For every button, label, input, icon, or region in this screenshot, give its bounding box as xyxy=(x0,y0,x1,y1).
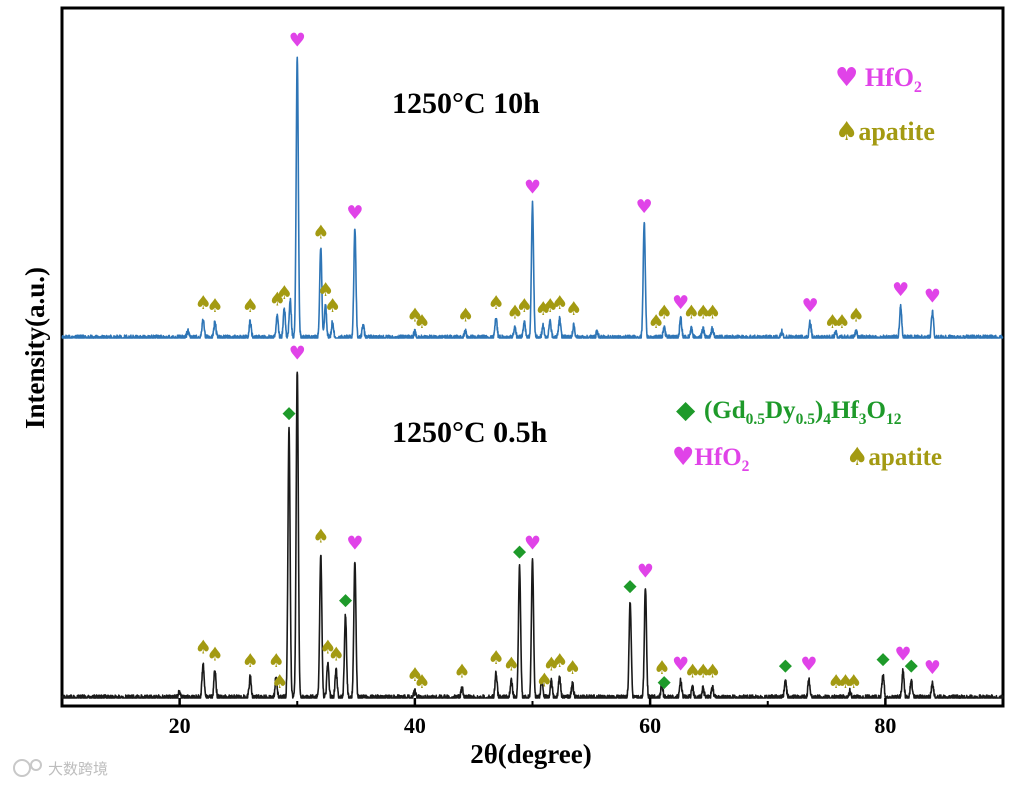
apatite-marker: ♠ xyxy=(312,526,329,548)
series-line-0-5h xyxy=(61,371,1004,699)
hfo2-marker: ♥ xyxy=(289,29,306,51)
garnet-marker: ◆ xyxy=(513,542,527,562)
hfo2-marker: ♥ xyxy=(637,560,654,582)
x-axis-title: 2θ(degree) xyxy=(470,739,592,769)
apatite-marker: ♠ xyxy=(535,298,552,320)
y-axis-title: Intensity(a.u.) xyxy=(20,267,50,429)
hfo2-marker: ♥ xyxy=(800,654,817,676)
hfo2-marker: ♥ xyxy=(672,292,689,314)
apatite-marker: ♠ xyxy=(551,650,568,672)
apatite-marker: ♠ xyxy=(565,298,582,320)
apatite-marker: ♠ xyxy=(413,671,430,693)
x-tick-label: 20 xyxy=(169,713,191,738)
x-tick-label: 60 xyxy=(639,713,661,738)
apatite-marker: ♠ xyxy=(695,301,712,323)
apatite-marker: ♠ xyxy=(506,301,523,323)
hfo2-marker: ♥ xyxy=(289,342,306,364)
apatite-marker: ♠ xyxy=(317,279,334,301)
apatite-marker: ♠ xyxy=(845,671,862,693)
apatite-marker: ♠ xyxy=(503,654,520,676)
apatite-marker: ♠ xyxy=(704,661,721,683)
apatite-marker: ♠ xyxy=(487,292,504,314)
hfo2-marker: ♥ xyxy=(524,177,541,199)
apatite-marker: ♠ xyxy=(406,305,423,327)
apatite-marker: ♠ xyxy=(457,305,474,327)
hfo2-marker: ♥ xyxy=(636,196,653,218)
apatite-marker: ♠ xyxy=(328,643,345,665)
apatite-marker: ♠ xyxy=(847,305,864,327)
apatite-marker: ♠ xyxy=(406,664,423,686)
apatite-marker: ♠ xyxy=(704,301,721,323)
hfo2-marker: ♥ xyxy=(346,533,363,555)
legend-hfo2-top: ♥ HfO2 xyxy=(835,63,922,96)
apatite-marker: ♠ xyxy=(206,295,223,317)
garnet-marker: ◆ xyxy=(282,403,296,423)
apatite-marker: ♠ xyxy=(653,657,670,679)
apatite-marker: ♠ xyxy=(837,671,854,693)
apatite-marker: ♠ xyxy=(827,671,844,693)
apatite-marker: ♠ xyxy=(684,661,701,683)
sample-label-0-5h: 1250°C 0.5h xyxy=(392,416,548,449)
hfo2-marker: ♥ xyxy=(672,654,689,676)
apatite-marker: ♠ xyxy=(647,311,664,333)
hfo2-marker: ♥ xyxy=(802,295,819,317)
legend-apatite-bottom: ♠apatite xyxy=(846,442,942,471)
apatite-marker: ♠ xyxy=(195,636,212,658)
apatite-marker: ♠ xyxy=(276,282,293,304)
garnet-marker: ◆ xyxy=(905,656,919,676)
legend-apatite-top: ♠apatite xyxy=(835,117,935,147)
hfo2-marker: ♥ xyxy=(892,279,909,301)
apatite-marker: ♠ xyxy=(516,295,533,317)
apatite-marker: ♠ xyxy=(195,292,212,314)
apatite-marker: ♠ xyxy=(268,650,285,672)
apatite-marker: ♠ xyxy=(551,292,568,314)
apatite-marker: ♠ xyxy=(242,295,259,317)
apatite-marker: ♠ xyxy=(833,311,850,333)
apatite-marker: ♠ xyxy=(271,671,288,693)
watermark-text: 大数跨境 xyxy=(48,760,108,778)
apatite-marker: ♠ xyxy=(695,661,712,683)
garnet-marker: ◆ xyxy=(779,656,793,676)
x-tick-label: 80 xyxy=(874,713,896,738)
x-tick-label: 40 xyxy=(404,713,426,738)
hfo2-marker: ♥ xyxy=(894,643,911,665)
hfo2-marker: ♥ xyxy=(346,202,363,224)
apatite-marker: ♠ xyxy=(312,221,329,243)
apatite-marker: ♠ xyxy=(319,636,336,658)
apatite-marker: ♠ xyxy=(542,295,559,317)
series-line-10h xyxy=(61,56,1004,339)
apatite-marker: ♠ xyxy=(683,301,700,323)
garnet-marker: ◆ xyxy=(658,672,672,692)
apatite-marker: ♠ xyxy=(656,301,673,323)
hfo2-marker: ♥ xyxy=(924,285,941,307)
apatite-marker: ♠ xyxy=(453,661,470,683)
legend-garnet: ◆ (Gd0.5Dy0.5)4Hf3O12 xyxy=(676,395,902,428)
garnet-marker: ◆ xyxy=(876,649,890,669)
apatite-marker: ♠ xyxy=(487,647,504,669)
legend-hfo2-bottom: ♥HfO2 xyxy=(672,442,750,475)
watermark: 大数跨境 xyxy=(13,759,108,778)
garnet-marker: ◆ xyxy=(624,576,638,596)
hfo2-marker: ♥ xyxy=(524,533,541,555)
apatite-marker: ♠ xyxy=(206,643,223,665)
sample-label-10h: 1250°C 10h xyxy=(392,87,540,120)
apatite-marker: ♠ xyxy=(324,295,341,317)
apatite-marker: ♠ xyxy=(413,311,430,333)
garnet-marker: ◆ xyxy=(339,590,353,610)
hfo2-marker: ♥ xyxy=(924,657,941,679)
apatite-marker: ♠ xyxy=(824,311,841,333)
watermark-logo-icon xyxy=(13,759,31,777)
apatite-marker: ♠ xyxy=(543,654,560,676)
apatite-marker: ♠ xyxy=(564,657,581,679)
apatite-marker: ♠ xyxy=(269,289,286,311)
apatite-marker: ♠ xyxy=(242,650,259,672)
apatite-marker: ♠ xyxy=(536,670,553,692)
